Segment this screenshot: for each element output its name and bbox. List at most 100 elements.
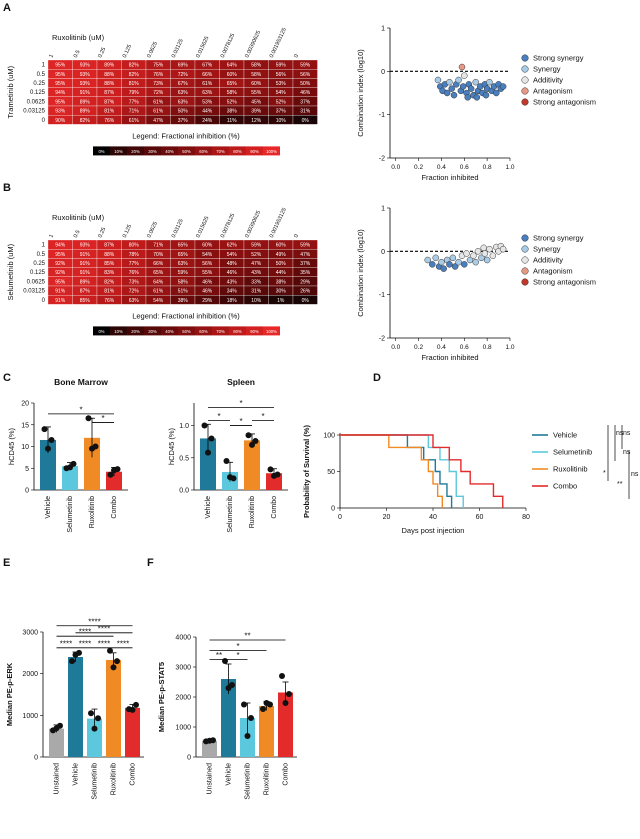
heat-cell-value: 77% [129,261,140,267]
heat-cell-value: 91% [55,289,66,295]
heat-cell-value: 89% [80,99,91,105]
y-axis-label: hCD45 (%) [167,427,176,465]
heat-cell-value: 95% [55,279,66,285]
heat-cell-value: 43% [227,279,238,285]
heat-cell-value: 52% [251,252,262,258]
bar [40,439,56,490]
data-point [245,432,252,439]
row-tick-label: 0.03125 [23,289,45,295]
heat-cell-value: 87% [104,90,115,96]
data-point [267,466,274,473]
heat-cell-value: 88% [104,72,115,78]
x-axis-label: Days post injection [402,526,465,535]
legend-label: Additivity [533,256,563,265]
y-axis-label: hCD45 (%) [7,427,16,465]
data-point [248,715,254,721]
ci-point [472,258,479,266]
data-point [45,445,51,452]
y-tick-label: 2000 [175,695,191,702]
heat-cell-value: 76% [153,72,164,78]
data-point [274,471,281,478]
heat-cell-value: 91% [80,252,91,258]
legend-step-label: 70% [216,149,225,154]
col-drug-label: Ruxolitinib (uM) [52,213,105,222]
ci-point [443,89,451,97]
row-tick-label: 1 [42,243,46,249]
data-point [88,710,94,717]
legend-marker [521,245,529,253]
row-drug-label: Trametinib (uM) [6,65,15,118]
ci-point [466,256,474,264]
category-label: Unstained [207,763,214,795]
heat-cell-value: 48% [227,261,238,267]
heat-cell-value: 61% [129,118,140,124]
significance-label: ns [623,430,631,437]
heat-cell-value: 71% [153,243,164,249]
heat-cell-value: 45% [251,99,262,105]
y-tick-label: 2000 [22,671,38,678]
ci-point [446,261,453,268]
row-tick-label: 1 [42,63,46,69]
x-tick-label: 0.8 [483,164,492,171]
ci-point [481,250,489,257]
heat-cell-value: 63% [129,298,140,304]
heat-cell-value: 50% [276,261,287,267]
ci-point [482,91,490,99]
data-point [110,664,117,671]
significance-label: **** [98,624,110,633]
heat-cell-value: 0% [302,118,310,124]
legend-step-label: 50% [182,329,191,334]
legend-label: Selumetinib [553,448,592,457]
heat-cell-value: 82% [80,118,91,124]
heat-cell-value: 82% [104,279,115,285]
heat-cell-value: 63% [178,261,189,267]
legend-swatch [212,326,229,336]
heat-cell-value: 66% [202,72,213,78]
legend-label: Strong antagonism [533,98,596,107]
x-tick-label: 0.8 [483,344,492,351]
heat-cell-value: 89% [80,279,91,285]
heat-cell-value: 71% [129,109,140,115]
col-tick-label: 0.015625 [195,36,210,59]
col-tick-label: 0.0625 [146,221,159,239]
data-point [201,422,208,429]
heat-cell-value: 47% [153,118,164,124]
heat-cell-value: 44% [276,270,287,276]
data-point [286,691,292,697]
ci-point [459,83,467,90]
heat-cell-value: 59% [300,63,311,69]
heat-cell-value: 91% [80,261,91,267]
data-point [91,725,98,732]
category-label: Combo [130,763,137,786]
heat-cell-value: 85% [80,298,91,304]
data-point [95,715,101,722]
legend-step-label: 90% [250,149,259,154]
heat-cell-value: 91% [80,270,91,276]
heat-cell-value: 79% [129,90,140,96]
col-tick-label: 0.0078125 [220,213,236,239]
data-point [107,647,113,654]
y-tick-label: 0 [25,488,29,495]
category-label: Selumetinib [92,763,99,800]
significance-label: ** [244,632,250,641]
legend-label: Strong synergy [533,54,584,63]
y-tick-label: 100 [323,433,335,440]
survival-line [340,434,504,508]
ci-point [472,78,479,86]
col-tick-label: 0.03125 [171,218,185,239]
legend-step-label: 80% [233,149,242,154]
significance-label: **** [79,639,91,648]
heat-cell-value: 11% [227,118,237,124]
bar-chart-E-p-ERK: 0 1000 2000 3000 Median PE-p-ERK Unstained Veh… [5,617,144,800]
heat-cell-value: 56% [202,261,213,267]
x-tick-label: 0.6 [460,344,469,351]
heat-cell-value: 93% [80,81,91,87]
heat-cell-value: 92% [55,261,66,267]
data-point [260,706,266,712]
heat-cell-value: 87% [104,99,115,105]
col-tick-label: 0.00390625 [244,210,262,239]
category-label: Combo [111,496,118,519]
legend-marker [521,76,529,84]
ci-point [432,254,439,262]
heat-cell-value: 53% [202,99,213,105]
